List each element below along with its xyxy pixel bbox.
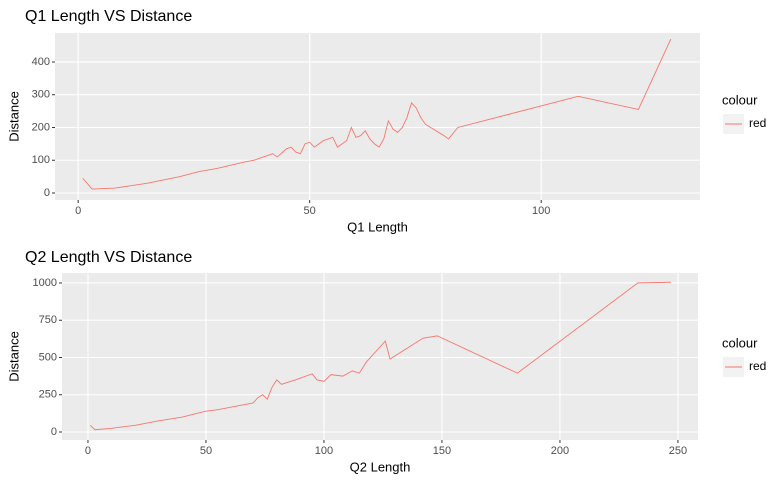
y-tick-label: 750: [39, 314, 57, 326]
y-axis-label: Distance: [6, 91, 21, 142]
y-tick-label: 250: [39, 389, 57, 401]
chart-title: Q1 Length VS Distance: [25, 8, 192, 25]
x-tick-label: 250: [669, 445, 687, 457]
x-tick-label: 100: [532, 205, 550, 217]
x-axis-label: Q2 Length: [350, 459, 411, 474]
x-tick-label: 50: [304, 205, 316, 217]
y-tick-label: 400: [32, 56, 50, 68]
data-line: [82, 38, 672, 190]
x-tick-label: 100: [315, 445, 333, 457]
y-tick-label: 200: [32, 121, 50, 133]
y-tick-label: 0: [44, 187, 50, 199]
legend-label: red: [749, 116, 766, 130]
y-tick-label: 100: [32, 154, 50, 166]
x-tick-label: 0: [85, 445, 91, 457]
y-tick-label: 0: [51, 426, 57, 438]
plot-panel: [55, 33, 700, 200]
y-tick-label: 300: [32, 89, 50, 101]
legend-label: red: [749, 359, 766, 373]
legend-title: colour: [722, 335, 758, 350]
plot-panel: [62, 273, 698, 440]
y-axis-label: Distance: [6, 331, 21, 382]
x-tick-label: 200: [551, 445, 569, 457]
chart-title: Q2 Length VS Distance: [25, 249, 192, 266]
data-line: [90, 281, 671, 431]
x-axis-label: Q1 Length: [347, 219, 408, 234]
y-tick-label: 500: [39, 351, 57, 363]
x-tick-label: 50: [200, 445, 212, 457]
legend-title: colour: [722, 92, 758, 107]
x-tick-label: 0: [75, 205, 81, 217]
y-tick-label: 1000: [33, 277, 57, 289]
x-tick-label: 150: [433, 445, 451, 457]
